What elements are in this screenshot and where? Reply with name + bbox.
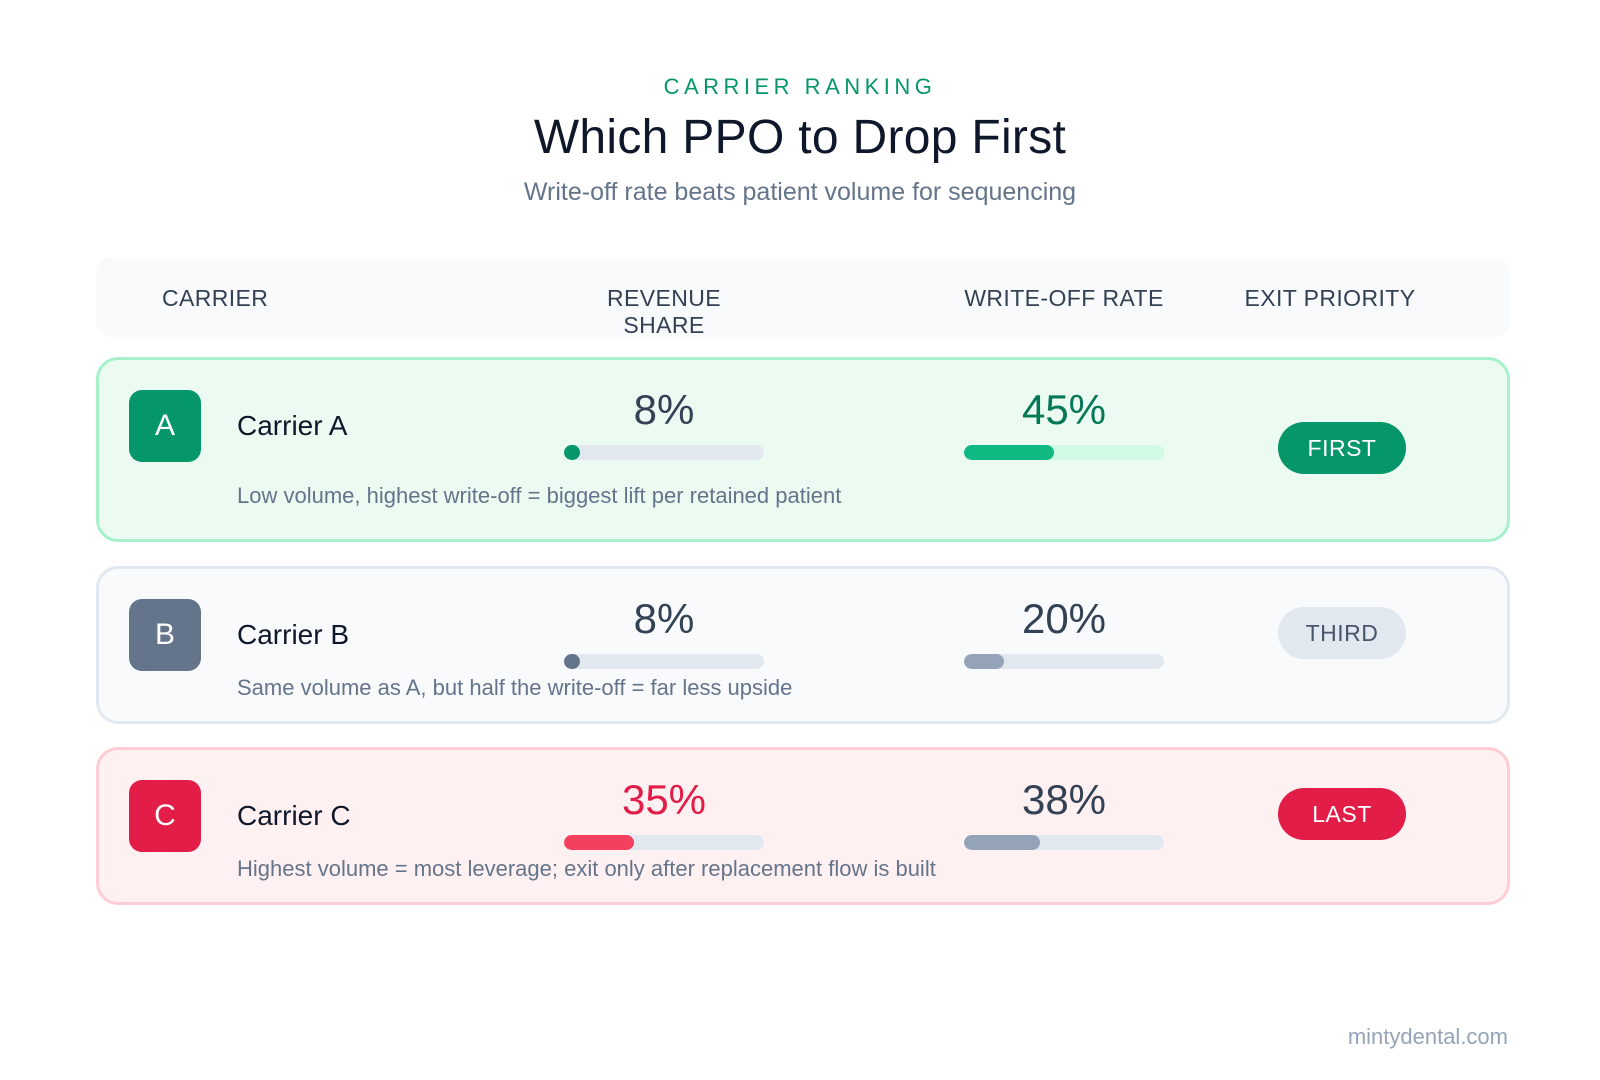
write-off-rate-bar <box>964 445 1164 460</box>
revenue-share-value: 35% <box>621 776 707 823</box>
column-header-write-off-rate: WRITE-OFF RATE <box>964 285 1164 311</box>
write-off-rate-bar <box>964 654 1164 669</box>
write-off-rate-value: 38% <box>1021 776 1107 823</box>
carrier-badge: C <box>129 780 201 852</box>
write-off-rate-fill <box>964 654 1004 669</box>
exit-priority-badge: LAST <box>1278 788 1406 840</box>
carrier-badge: B <box>129 599 201 671</box>
revenue-share-fill <box>564 835 634 850</box>
revenue-share-value: 8% <box>633 386 695 433</box>
table-row: B Carrier B 8% 20% THIRD Same volume as … <box>96 566 1510 724</box>
table-row: C Carrier C 35% 38% LAST Highest volume … <box>96 747 1510 905</box>
write-off-rate-bar <box>964 835 1164 850</box>
carrier-name: Carrier A <box>237 410 348 441</box>
exit-priority-badge: FIRST <box>1278 422 1406 474</box>
revenue-share-bar <box>564 654 764 669</box>
exit-priority-badge: THIRD <box>1278 607 1406 659</box>
table-row: A Carrier A 8% 45% FIRST Low volume, hig… <box>96 357 1510 542</box>
revenue-share-bar <box>564 445 764 460</box>
column-header-revenue-share: REVENUE SHARE <box>607 285 721 338</box>
revenue-share-value: 8% <box>633 595 695 642</box>
carrier-name: Carrier B <box>237 619 350 650</box>
carrier-note: Low volume, highest write-off = biggest … <box>237 483 842 508</box>
revenue-share-fill <box>564 654 580 669</box>
page-title: Which PPO to Drop First <box>533 111 1067 164</box>
write-off-rate-fill <box>964 835 1040 850</box>
section-eyebrow: CARRIER RANKING <box>663 74 937 99</box>
table-header: CARRIER REVENUE SHARE WRITE-OFF RATE EXI… <box>96 257 1510 338</box>
write-off-rate-value: 45% <box>1021 386 1107 433</box>
column-header-exit-priority: EXIT PRIORITY <box>1244 285 1416 311</box>
carrier-note: Highest volume = most leverage; exit onl… <box>237 856 936 881</box>
write-off-rate-fill <box>964 445 1054 460</box>
carrier-badge: A <box>129 390 201 462</box>
brand-footer: mintydental.com <box>1347 1024 1508 1049</box>
page-subtitle: Write-off rate beats patient volume for … <box>523 178 1077 206</box>
carrier-note: Same volume as A, but half the write-off… <box>237 675 793 700</box>
revenue-share-bar <box>564 835 764 850</box>
carrier-name: Carrier C <box>237 800 351 831</box>
write-off-rate-value: 20% <box>1021 595 1107 642</box>
column-header-carrier: CARRIER <box>162 285 269 311</box>
revenue-share-fill <box>564 445 580 460</box>
